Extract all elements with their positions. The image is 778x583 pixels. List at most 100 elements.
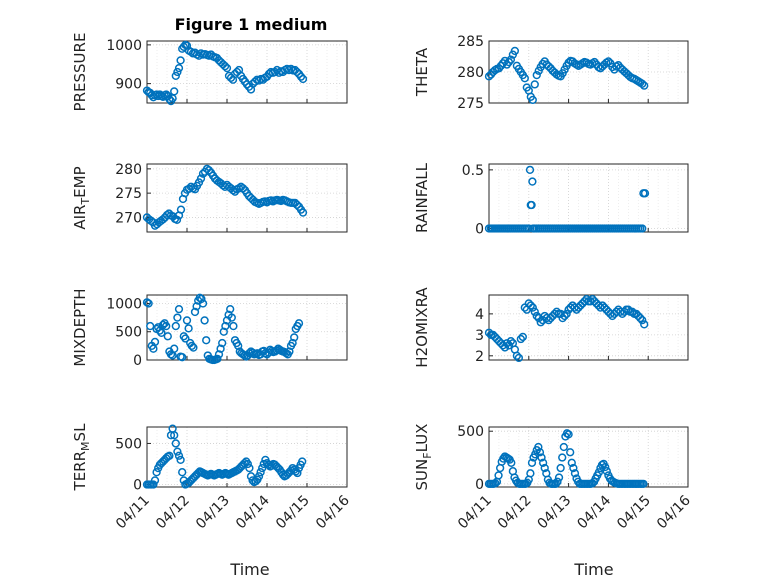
data-point <box>551 479 561 488</box>
subplot-air-temp: 270 275 280 AIRTEMP <box>71 162 348 233</box>
data-point <box>200 316 209 325</box>
y-axis-label: PRESSURE <box>71 33 89 112</box>
data-point <box>157 328 166 338</box>
x-tick-label: 04/15 <box>273 493 313 533</box>
data-point <box>198 169 208 178</box>
data-point <box>296 72 306 81</box>
y-axis-label: THETA <box>413 47 431 97</box>
x-axis-label-left: Time <box>229 560 269 579</box>
data-point <box>526 301 535 310</box>
y-tick-label: 285 <box>457 34 484 50</box>
y-tick-label: 1000 <box>106 296 142 312</box>
data-point <box>173 67 182 77</box>
data-point <box>168 424 177 433</box>
data-point <box>638 316 647 325</box>
data-point <box>293 468 302 478</box>
subplot-grid: 900 1000 PRESSURE 275 280 285 THETA 270 275 280 AI… <box>71 33 694 533</box>
data-point <box>639 479 648 488</box>
data-point <box>554 473 564 482</box>
y-tick-label: 280 <box>115 162 142 178</box>
data-point <box>219 327 228 336</box>
data-point <box>294 319 304 328</box>
data-point <box>601 462 610 472</box>
x-tick-label: 04/13 <box>193 493 233 533</box>
data-point <box>181 334 190 343</box>
subplot-h2omixra: 2 3 4 H2OMIXRA <box>413 287 689 368</box>
data-point <box>530 80 539 89</box>
data-point <box>620 307 629 316</box>
data-point <box>216 344 225 353</box>
axes-box <box>488 294 689 361</box>
data-point <box>152 468 161 477</box>
data-point <box>518 332 527 342</box>
data-point <box>510 46 520 56</box>
data-point <box>528 303 537 312</box>
data-point <box>566 448 575 457</box>
data-point <box>197 294 206 304</box>
y-tick-label: 3 <box>475 328 484 344</box>
data-point <box>202 336 211 345</box>
data-point <box>564 430 573 439</box>
data-point <box>484 328 494 337</box>
data-point <box>558 453 567 462</box>
data-point <box>254 472 264 481</box>
data-point <box>298 457 307 466</box>
data-point <box>184 184 194 193</box>
data-point <box>604 57 613 66</box>
data-point <box>298 208 308 217</box>
data-point <box>150 337 160 347</box>
data-point <box>580 297 589 306</box>
data-point <box>170 87 179 96</box>
x-tick-label: 04/16 <box>654 492 694 532</box>
data-point <box>174 451 184 460</box>
data-point <box>174 304 184 314</box>
data-point <box>569 463 578 473</box>
data-point <box>146 216 156 225</box>
data-point <box>524 224 533 233</box>
data-point <box>525 165 535 175</box>
data-point <box>221 321 230 331</box>
figure-title: Figure 1 medium <box>175 15 328 34</box>
data-point <box>638 224 647 233</box>
data-point <box>171 321 180 331</box>
data-point <box>640 189 650 198</box>
data-point <box>582 295 591 304</box>
x-tick-label: 04/12 <box>495 493 535 533</box>
x-tick-label: 04/11 <box>113 493 153 533</box>
data-point <box>531 450 540 459</box>
y-axis-label: TERRMSL <box>71 423 92 492</box>
data-point <box>190 307 200 317</box>
data-point <box>218 338 227 348</box>
data-point <box>142 298 152 307</box>
y-tick-label: 0 <box>475 477 484 493</box>
data-point <box>552 307 561 316</box>
data-point <box>594 468 603 477</box>
data-point <box>507 458 516 467</box>
x-tick-label: 04/16 <box>313 492 353 532</box>
x-axis-label-right: Time <box>573 560 613 579</box>
subplot-rainfall: 0 0.5 RAINFALL <box>413 162 689 237</box>
data-point <box>227 313 236 322</box>
data-point <box>144 299 153 308</box>
y-axis-label: SUNFLUX <box>413 424 434 491</box>
data-point <box>290 333 299 342</box>
data-point <box>516 334 525 344</box>
axes-box <box>146 163 348 233</box>
data-point <box>170 431 179 440</box>
y-tick-label: 4 <box>475 307 484 323</box>
data-point <box>214 350 224 359</box>
data-point <box>150 476 160 485</box>
data-point <box>229 321 238 331</box>
data-point <box>256 468 265 477</box>
data-point <box>536 318 545 327</box>
data-point <box>512 351 522 360</box>
data-point <box>178 468 187 477</box>
data-point <box>176 455 185 465</box>
data-point <box>520 74 529 83</box>
data-point <box>491 479 500 488</box>
data-point <box>636 313 645 323</box>
data-point <box>258 463 267 473</box>
data-point <box>560 311 569 321</box>
data-point <box>171 439 180 448</box>
x-tick-label: 04/13 <box>535 493 575 533</box>
